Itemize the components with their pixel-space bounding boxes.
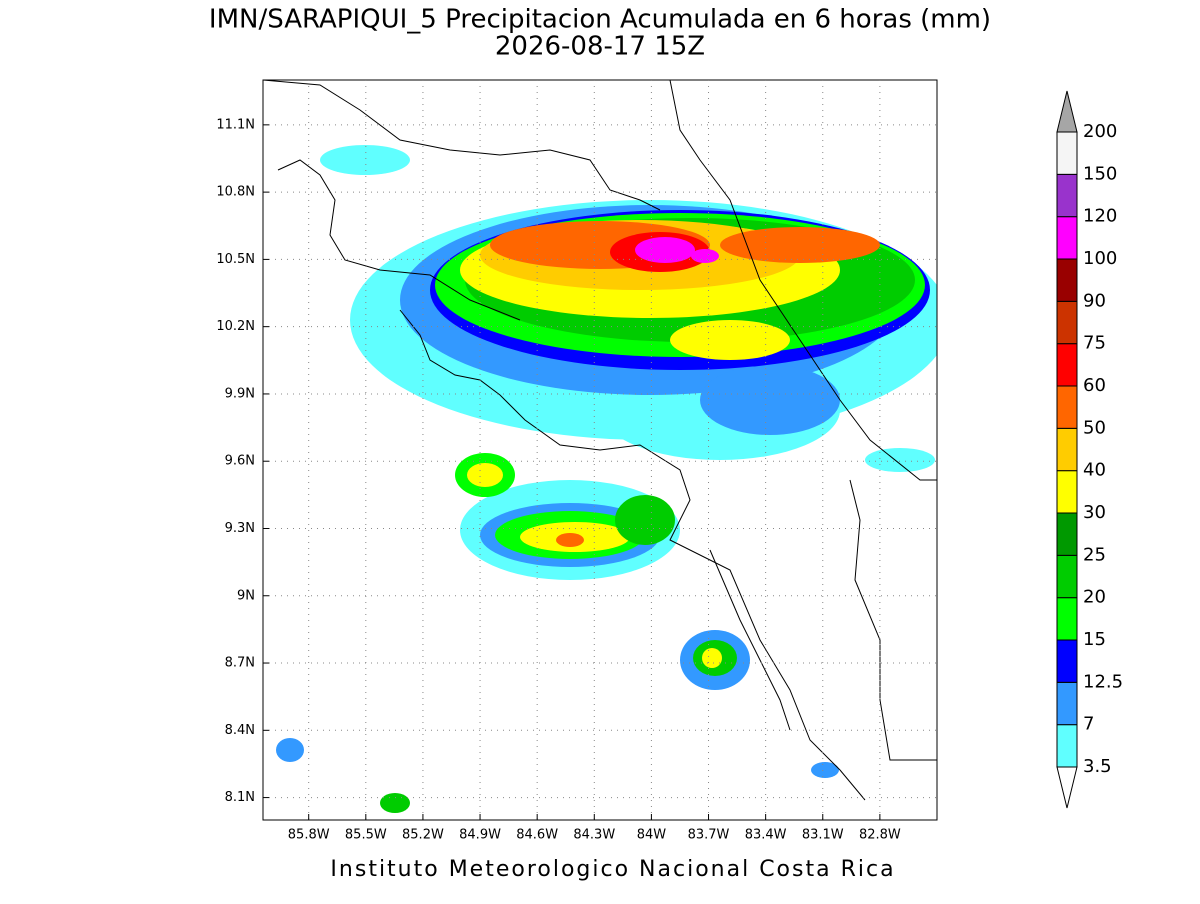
x-tick-label: 84.6W	[516, 828, 558, 843]
colorbar-label: 12.5	[1083, 671, 1123, 692]
y-tick-label: 9N	[237, 588, 255, 603]
colorbar-label: 200	[1083, 121, 1117, 142]
subtitle: 2026-08-17 15Z	[495, 32, 705, 62]
colorbar-label: 100	[1083, 248, 1117, 269]
colorbar-label: 3.5	[1083, 756, 1112, 777]
colorbar-label: 40	[1083, 460, 1106, 481]
colorbar-box	[1056, 427, 1078, 472]
colorbar-label: 90	[1083, 290, 1106, 311]
colorbar-label: 75	[1083, 333, 1106, 354]
colorbar-label: 30	[1083, 502, 1106, 523]
colorbar-label: 150	[1083, 163, 1117, 184]
colorbar-box	[1056, 385, 1078, 429]
y-tick-label: 11.1N	[216, 117, 255, 132]
y-tick-label: 10.8N	[216, 185, 255, 200]
colorbar-extend-high	[1056, 90, 1078, 133]
y-tick-label: 8.4N	[225, 723, 255, 738]
colorbar-label: 25	[1083, 544, 1106, 565]
title: IMN/SARAPIQUI_5 Precipitacion Acumulada …	[209, 5, 991, 35]
y-tick-label: 10.2N	[216, 319, 255, 334]
y-tick-label: 9.3N	[225, 521, 255, 536]
precip-field	[276, 145, 937, 813]
colorbar-box	[1056, 554, 1078, 599]
x-tick-label: 85.2W	[402, 828, 444, 843]
x-tick-label: 84.3W	[573, 828, 615, 843]
credit: Instituto Meteorologico Nacional Costa R…	[330, 857, 895, 882]
colorbar-box	[1056, 300, 1078, 345]
colorbar-box	[1056, 597, 1078, 641]
colorbar-label: 20	[1083, 587, 1106, 608]
x-tick-label: 84.9W	[459, 828, 501, 843]
x-tick-label: 83.7W	[688, 828, 730, 843]
colorbar-box	[1056, 512, 1078, 556]
y-tick-label: 8.1N	[225, 790, 255, 805]
colorbar-box	[1056, 173, 1078, 218]
x-tick-label: 85.5W	[345, 828, 387, 843]
y-tick-label: 9.9N	[225, 386, 255, 401]
colorbar-box	[1056, 724, 1078, 768]
colorbar-box	[1056, 681, 1078, 726]
colorbar-box	[1056, 258, 1078, 302]
plot-frame	[262, 79, 938, 821]
colorbar-label: 15	[1083, 629, 1106, 650]
x-tick-label: 82.8W	[859, 828, 901, 843]
x-tick-label: 85.8W	[288, 828, 330, 843]
colorbar-box	[1056, 131, 1078, 175]
x-tick-label: 83.4W	[745, 828, 787, 843]
x-tick-label: 83.1W	[802, 828, 844, 843]
colorbar-box	[1056, 470, 1078, 514]
colorbar-label: 7	[1083, 714, 1094, 735]
colorbar-box	[1056, 216, 1078, 260]
colorbar-label: 120	[1083, 206, 1117, 227]
y-tick-label: 8.7N	[225, 656, 255, 671]
colorbar-box	[1056, 343, 1078, 387]
colorbar-box	[1056, 639, 1078, 683]
colorbar-label: 60	[1083, 375, 1106, 396]
y-tick-label: 9.6N	[225, 454, 255, 469]
coastlines	[263, 80, 937, 801]
y-tick-label: 10.5N	[216, 252, 255, 267]
colorbar-label: 50	[1083, 417, 1106, 438]
colorbar-extend-low	[1056, 766, 1078, 809]
x-tick-label: 84W	[637, 828, 667, 843]
